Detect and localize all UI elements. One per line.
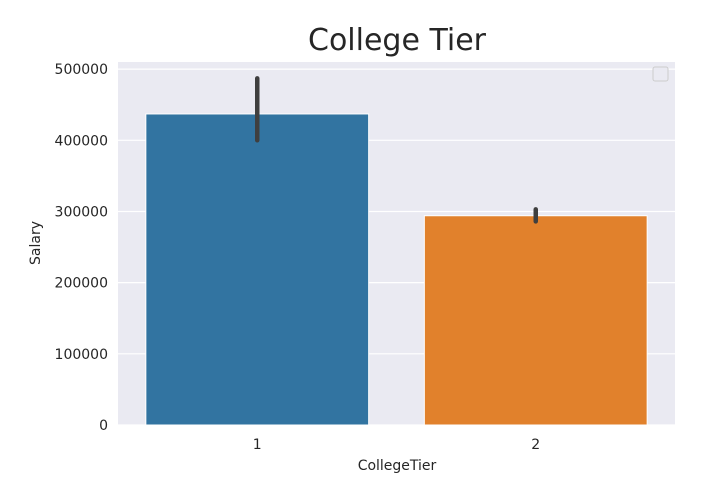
y-tick-label: 100000 xyxy=(55,347,108,363)
bar-2 xyxy=(423,215,648,426)
error-bars xyxy=(255,76,538,224)
y-tick-label: 0 xyxy=(99,418,108,434)
y-axis-ticks: 0 100000 200000 300000 400000 500000 xyxy=(55,62,108,434)
y-tick-label: 500000 xyxy=(55,62,108,78)
y-axis-label: Salary xyxy=(28,221,44,265)
y-tick-label: 300000 xyxy=(55,204,108,220)
x-axis-label: CollegeTier xyxy=(358,458,437,474)
x-tick-label: 2 xyxy=(531,437,540,453)
chart-title: College Tier xyxy=(308,23,487,58)
bar-1 xyxy=(145,113,370,426)
y-tick-label: 200000 xyxy=(55,276,108,292)
empty-legend-box xyxy=(652,66,669,82)
x-tick-label: 1 xyxy=(253,437,262,453)
bars xyxy=(145,113,648,426)
y-tick-label: 400000 xyxy=(55,133,108,149)
